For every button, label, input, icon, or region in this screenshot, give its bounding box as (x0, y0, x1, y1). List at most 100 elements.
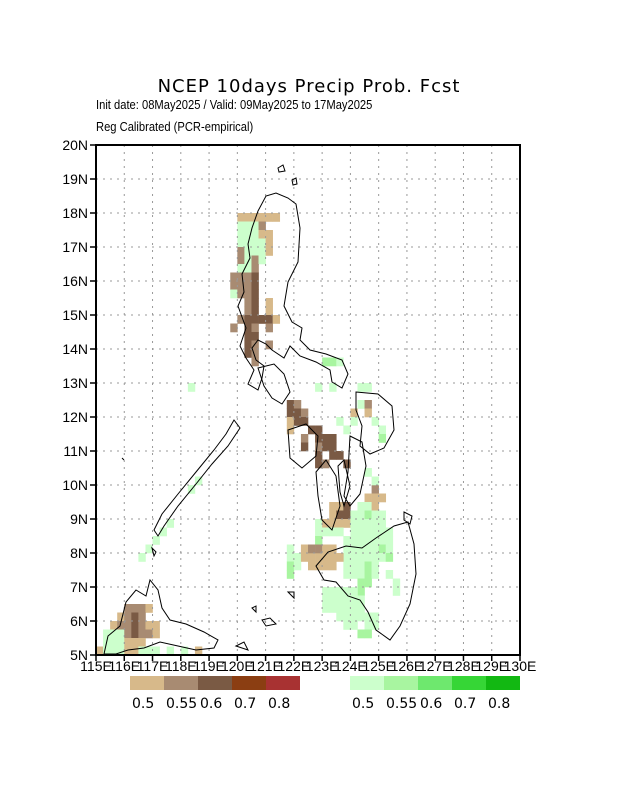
lat-tick-label: 12N (62, 409, 88, 425)
prob-cell (364, 510, 372, 520)
prob-cell (159, 527, 167, 537)
prob-cell (124, 612, 132, 622)
wet-legend-swatch (384, 676, 418, 690)
prob-cell (300, 442, 309, 452)
prob-cell (300, 553, 309, 562)
prob-cell (364, 468, 372, 477)
prob-cell (244, 281, 252, 290)
prob-cell (357, 400, 365, 409)
prob-cell (329, 527, 337, 537)
prob-cell (145, 646, 153, 656)
prob-cell (251, 289, 259, 299)
prob-cell (371, 485, 379, 494)
prob-cell (343, 425, 351, 435)
prob-cell (131, 629, 139, 639)
prob-cell (364, 519, 372, 528)
prob-cell (251, 238, 259, 248)
prob-cell (103, 646, 111, 656)
prob-cell (300, 434, 309, 443)
prob-cell (364, 527, 372, 537)
prob-cell (357, 510, 365, 520)
prob-cell (371, 417, 379, 426)
wet-legend-label: 0.8 (488, 696, 510, 712)
prob-cell (322, 357, 330, 367)
prob-cell (237, 289, 245, 299)
prob-cell (300, 544, 309, 554)
dry-legend-label: 0.7 (234, 696, 256, 712)
prob-cell (364, 536, 372, 545)
prob-cell (357, 544, 365, 554)
prob-cell (350, 612, 358, 622)
prob-cell (286, 408, 295, 418)
siargao-dinagat (403, 511, 413, 525)
prob-cell (315, 383, 323, 392)
prob-cell (322, 544, 330, 554)
prob-cell (152, 536, 160, 545)
wet-legend-swatch (418, 676, 452, 690)
prob-cell (329, 604, 337, 613)
prob-cell (131, 612, 139, 622)
prob-cell (251, 264, 259, 273)
prob-cell (322, 561, 330, 571)
prob-cell (237, 315, 245, 324)
prob-cell (329, 442, 337, 452)
prob-cell (286, 417, 295, 426)
prob-cell (350, 527, 358, 537)
dry-legend-label: 0.5 (132, 696, 154, 712)
prob-cell (145, 621, 153, 630)
prob-cell (138, 621, 146, 630)
prob-cell (350, 417, 358, 426)
prob-cell (378, 553, 387, 562)
lon-tick-label: 130E (504, 658, 537, 674)
prob-cell (378, 510, 387, 520)
prob-cell (364, 553, 372, 562)
init-valid-dates: Init date: 08May2025 / Valid: 09May2025 … (96, 97, 373, 112)
borneo-coastline (103, 578, 219, 655)
prob-cell (322, 553, 330, 562)
prob-cell (131, 604, 139, 613)
dry-legend-swatch (198, 676, 232, 690)
prob-cell (371, 544, 379, 554)
prob-cell (350, 570, 358, 579)
prob-cell (244, 323, 252, 333)
prob-cell (364, 502, 372, 511)
prob-cell (265, 315, 273, 324)
prob-cell (244, 298, 252, 307)
prob-cell (124, 604, 132, 613)
prob-cell (336, 595, 344, 605)
prob-cell (194, 646, 203, 656)
prob-cell (357, 570, 365, 579)
prob-cell (251, 281, 259, 290)
dry-legend-label: 0.55 (166, 696, 197, 712)
prob-cell (244, 306, 252, 316)
coastline (103, 164, 417, 655)
lon-tick-label: 129E (475, 658, 508, 674)
prob-cell (265, 306, 273, 316)
prob-cell (357, 629, 365, 639)
samar-coastline (355, 391, 395, 455)
prob-cell (251, 272, 259, 282)
prob-cell (293, 408, 302, 418)
prob-cell (357, 561, 365, 571)
dry-legend-swatch (266, 676, 300, 690)
prob-cell (145, 604, 153, 613)
prob-cell (272, 213, 281, 222)
prob-cell (329, 502, 337, 511)
wet-legend-swatch (350, 676, 384, 690)
lon-tick-label: 117E (137, 658, 169, 674)
prob-cell (371, 612, 379, 622)
prob-cell (364, 544, 372, 554)
prob-cell (265, 213, 273, 222)
prob-cell (364, 578, 372, 588)
prob-cell (350, 595, 358, 605)
prob-cell (343, 570, 351, 579)
prob-cell (322, 442, 330, 452)
lat-tick-label: 11N (63, 443, 88, 459)
prob-cell (230, 281, 238, 290)
prob-cell (315, 434, 323, 443)
prob-cell (103, 629, 111, 639)
lat-tick-label: 13N (62, 375, 88, 391)
prob-cell (244, 349, 252, 358)
prob-cell (251, 255, 259, 265)
prob-cell (357, 612, 365, 622)
